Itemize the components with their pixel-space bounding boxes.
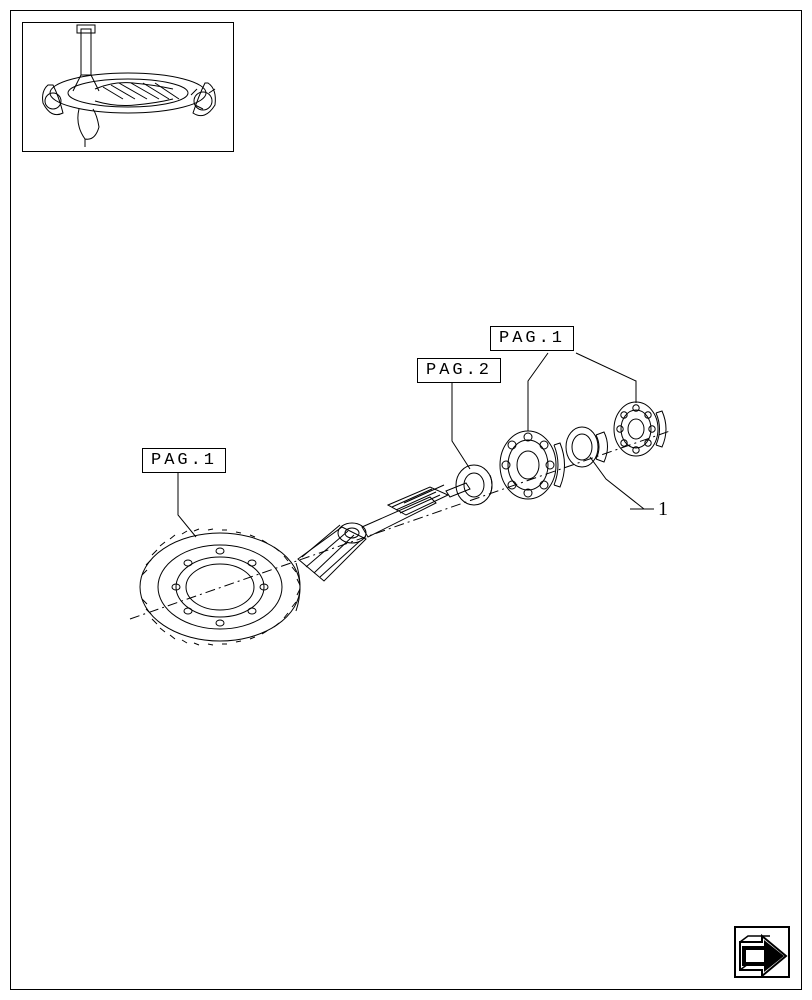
bearing-large bbox=[500, 431, 565, 499]
inset-illustration bbox=[23, 23, 233, 151]
bevel-pinion bbox=[298, 523, 366, 581]
ring-gear bbox=[140, 529, 300, 645]
page: PAG.1 PAG.2 PAG.1 1 bbox=[0, 0, 812, 1000]
page-next-icon[interactable] bbox=[734, 926, 790, 978]
main-diagram-svg bbox=[130, 345, 690, 665]
label-pag1-left: PAG.1 bbox=[142, 448, 226, 473]
label-pag1-right: PAG.1 bbox=[490, 326, 574, 351]
pinion-shaft bbox=[362, 483, 470, 537]
callout-1: 1 bbox=[658, 498, 668, 521]
callout-1-leader bbox=[630, 508, 658, 510]
label-pag2: PAG.2 bbox=[417, 358, 501, 383]
inset-illustration-box bbox=[22, 22, 234, 152]
main-diagram bbox=[130, 345, 690, 665]
spacer-ring bbox=[566, 427, 608, 467]
